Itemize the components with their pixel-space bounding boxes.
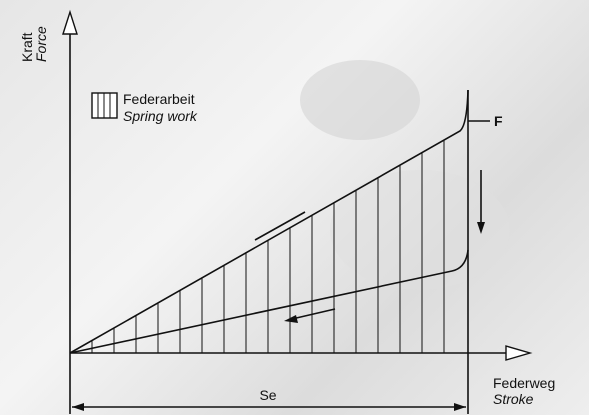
background-shape [300, 60, 420, 140]
background-shape [330, 170, 510, 290]
arrow-head [454, 403, 466, 411]
y-axis-label: Kraft [19, 32, 35, 62]
unload-direction-arrow [291, 308, 336, 320]
force-label: F [494, 113, 503, 129]
legend-label-en: Spring work [123, 108, 198, 124]
load-direction-arrow [254, 211, 306, 241]
y-axis-arrow [62, 9, 78, 35]
hatching [91, 140, 445, 353]
arrow-head [72, 403, 84, 411]
legend-label: Federarbeit [123, 91, 195, 107]
x-axis-label: Federweg [493, 375, 555, 391]
x-axis-label-en: Stroke [493, 391, 534, 407]
dimension-label: Se [259, 387, 276, 403]
y-axis-label-en: Force [33, 26, 49, 62]
arrow-head [284, 315, 298, 323]
arrow-head [477, 222, 485, 234]
x-axis-arrow [505, 345, 533, 361]
